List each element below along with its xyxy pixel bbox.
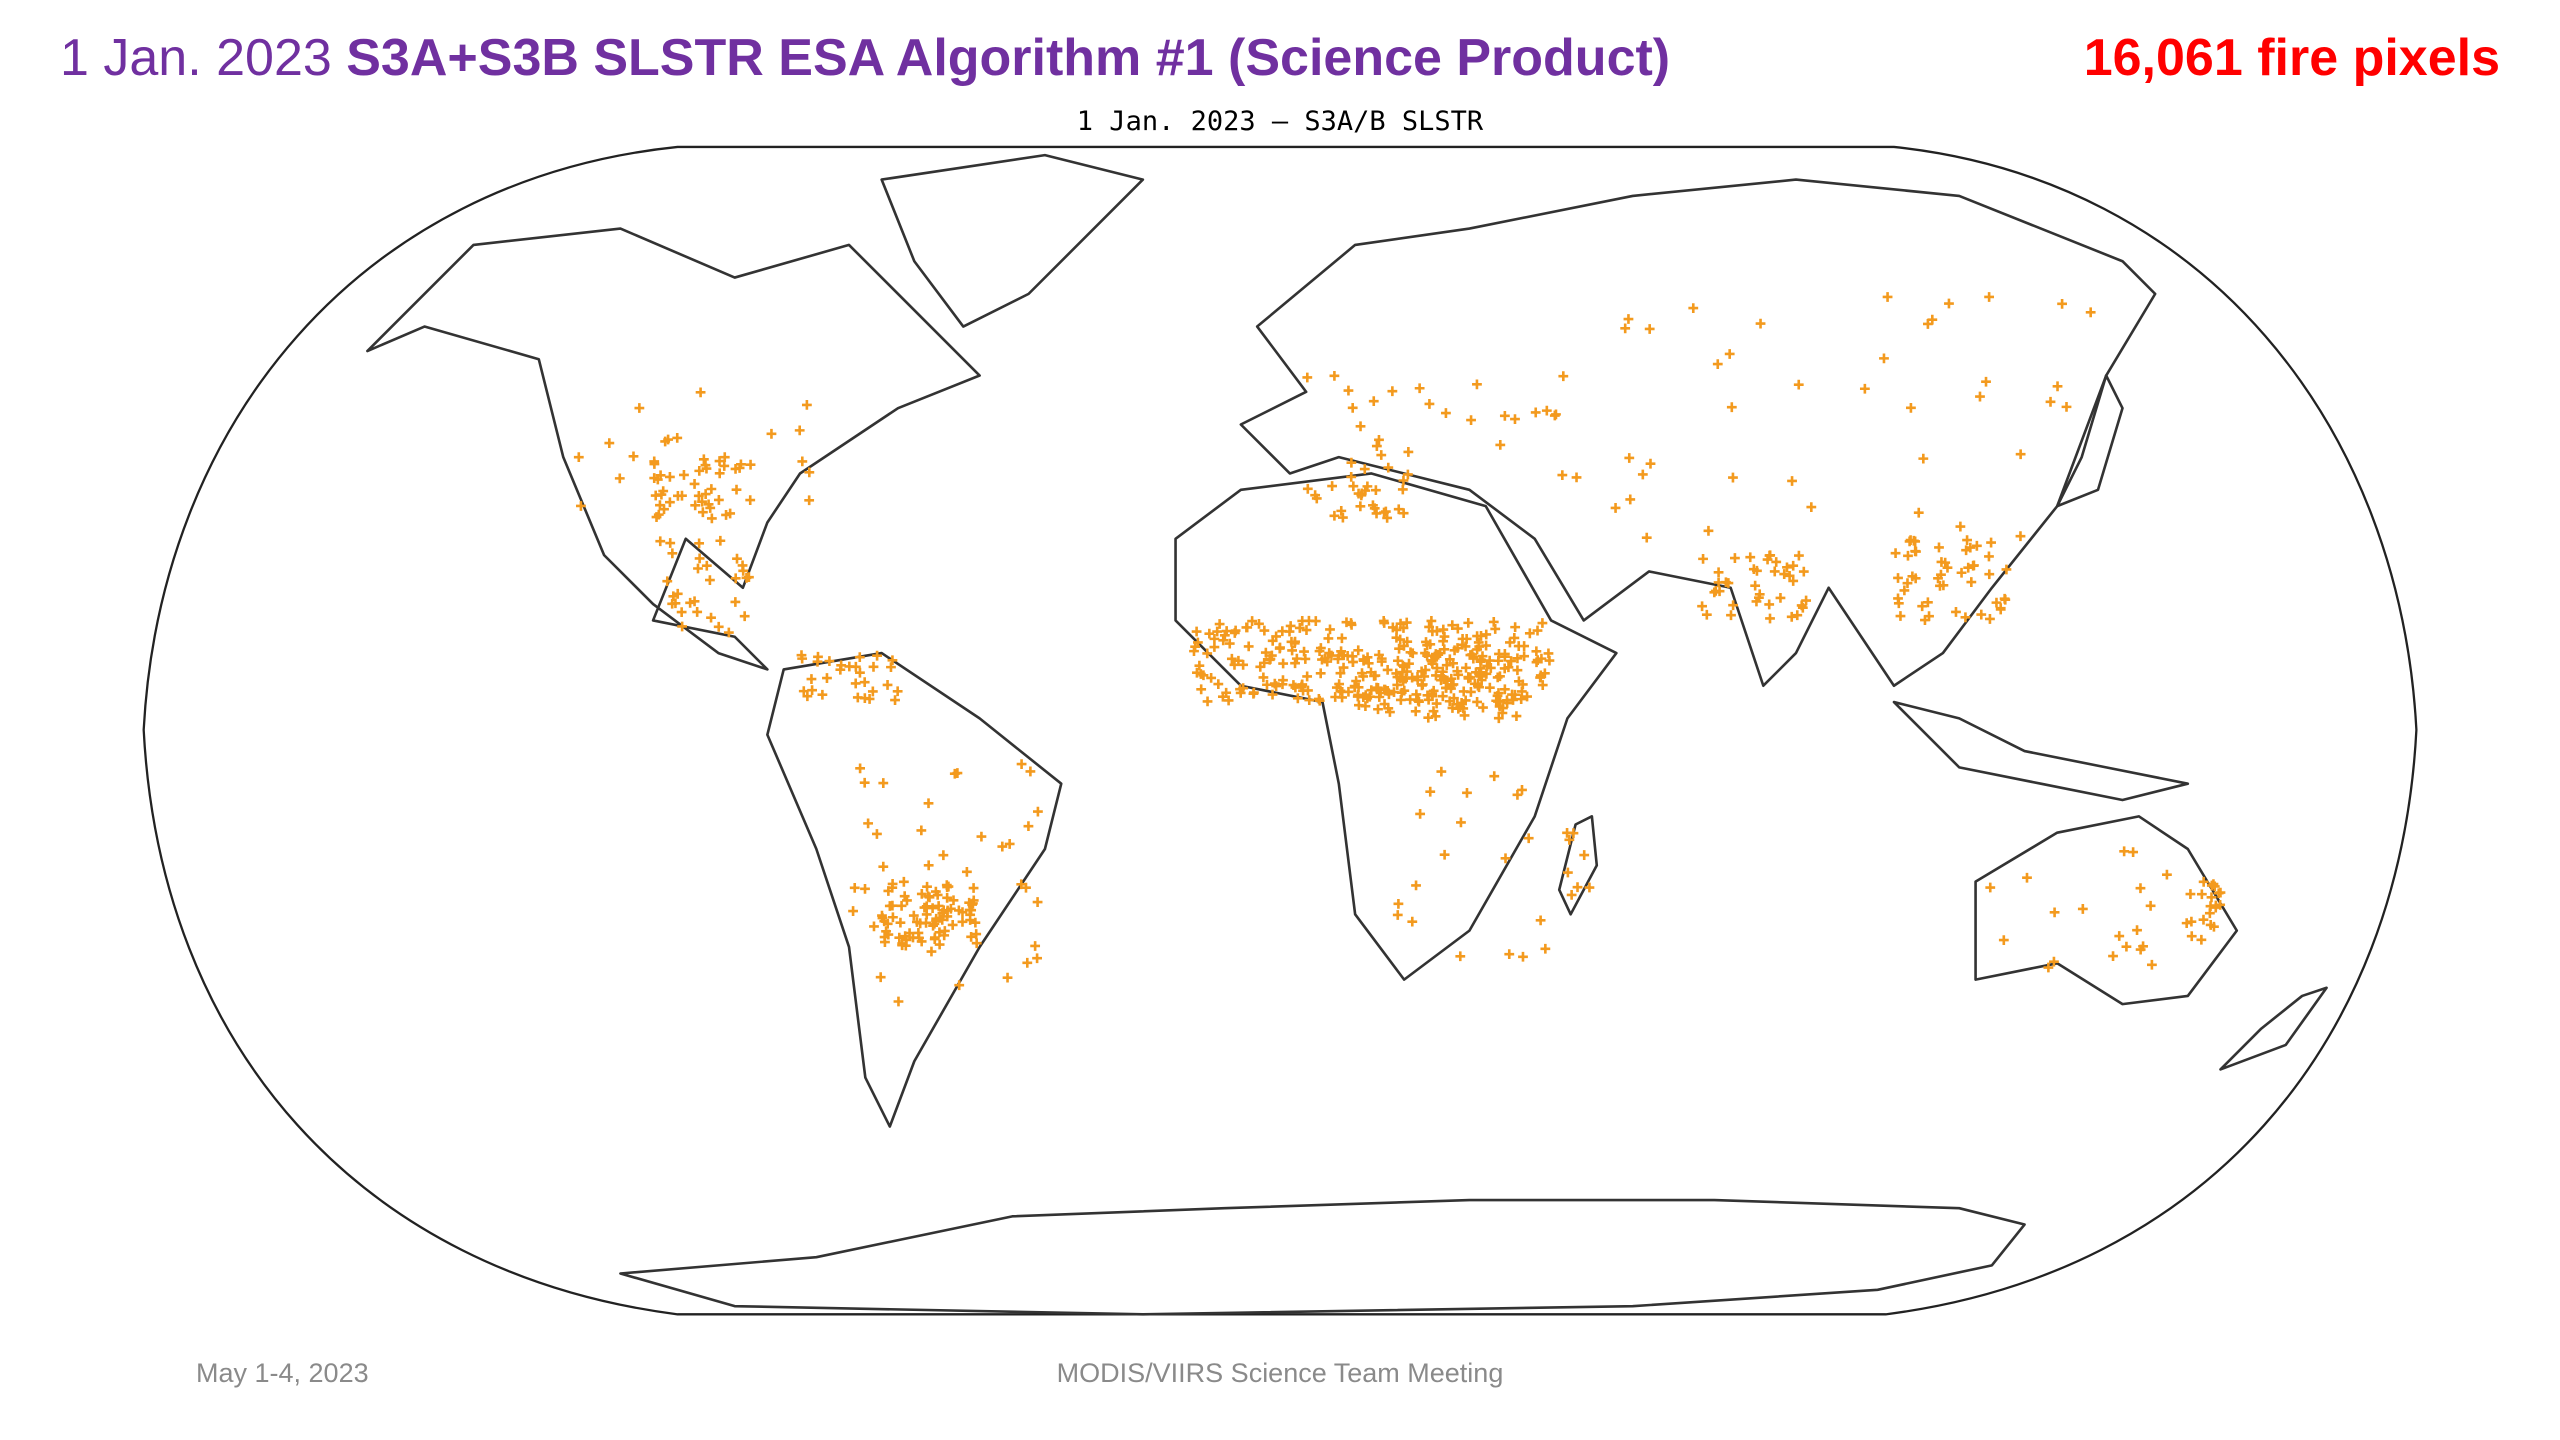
map-layer	[142, 145, 2418, 1316]
slide-title: 1 Jan. 2023 S3A+S3B SLSTR ESA Algorithm …	[60, 28, 1670, 88]
madagascar	[1557, 815, 1599, 916]
greenland	[880, 153, 1145, 328]
fire-pixels	[573, 292, 2226, 1007]
title-product: S3A+S3B SLSTR ESA Algorithm #1 (Science …	[346, 29, 1671, 87]
japan	[2055, 374, 2124, 508]
australia	[1974, 815, 2239, 1006]
indonesia	[1892, 700, 2190, 802]
footer-event: MODIS/VIIRS Science Team Meeting	[1056, 1358, 1504, 1388]
new-zealand	[2219, 986, 2328, 1071]
africa	[1174, 472, 1618, 981]
fire-count: 16,061 fire pixels	[2083, 29, 2500, 87]
footer-date: May 1-4, 2023	[196, 1358, 369, 1388]
antarctica	[619, 1198, 2026, 1316]
map-outline	[142, 145, 2418, 1316]
title-date: 1 Jan. 2023	[60, 29, 332, 87]
fire-markers	[573, 292, 2226, 1007]
south-america	[766, 651, 1063, 1128]
north-america	[366, 227, 981, 671]
eurasia	[1239, 178, 2157, 688]
map-title: 1 Jan. 2023 – S3A/B SLSTR	[1076, 106, 1484, 137]
